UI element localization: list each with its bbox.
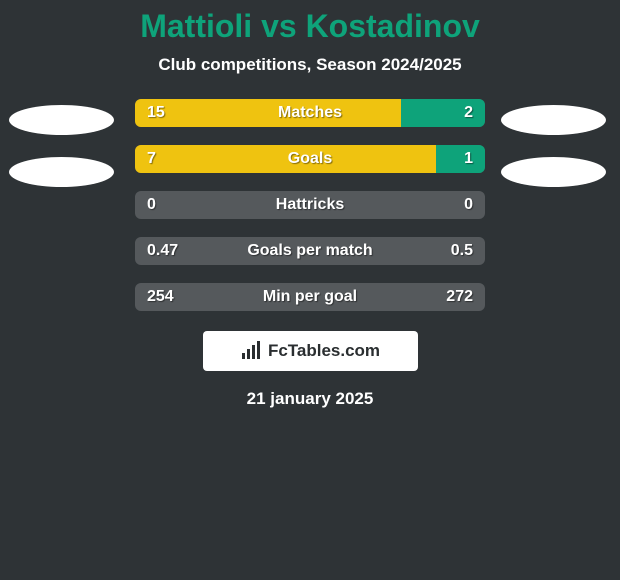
- bar-left-fill: [135, 99, 401, 127]
- stat-left-value: 15: [147, 99, 165, 127]
- stat-label: Matches: [278, 99, 342, 127]
- stat-right-value: 2: [464, 99, 473, 127]
- stat-right-value: 272: [446, 283, 473, 311]
- stat-row: 15 Matches 2: [135, 99, 485, 127]
- stat-label: Goals: [288, 145, 332, 173]
- stat-row: 7 Goals 1: [135, 145, 485, 173]
- page-title: Mattioli vs Kostadinov: [0, 8, 620, 45]
- stat-row: 254 Min per goal 272: [135, 283, 485, 311]
- bar-left-fill: [135, 145, 436, 173]
- bars-icon: [240, 341, 264, 361]
- footer-date: 21 january 2025: [0, 389, 620, 409]
- player-left-ellipse: [9, 105, 114, 135]
- right-player-icons: [501, 99, 611, 187]
- player-right-ellipse: [501, 157, 606, 187]
- bar-right-fill: [436, 145, 485, 173]
- stat-row: 0.47 Goals per match 0.5: [135, 237, 485, 265]
- stat-right-value: 1: [464, 145, 473, 173]
- stat-right-value: 0: [464, 191, 473, 219]
- stat-label: Hattricks: [276, 191, 344, 219]
- stat-left-value: 7: [147, 145, 156, 173]
- stat-bars: 15 Matches 2 7 Goals 1 0 Hattricks 0 0.47 Goals pe…: [135, 99, 485, 311]
- stat-right-value: 0.5: [451, 237, 473, 265]
- stat-left-value: 0: [147, 191, 156, 219]
- stat-left-value: 254: [147, 283, 174, 311]
- brand-badge[interactable]: FcTables.com: [203, 331, 418, 371]
- player-right-ellipse: [501, 105, 606, 135]
- stat-row: 0 Hattricks 0: [135, 191, 485, 219]
- brand-text: FcTables.com: [268, 341, 380, 361]
- stat-left-value: 0.47: [147, 237, 178, 265]
- player-left-ellipse: [9, 157, 114, 187]
- left-player-icons: [9, 99, 119, 187]
- comparison-chart: 15 Matches 2 7 Goals 1 0 Hattricks 0 0.47 Goals pe…: [0, 99, 620, 311]
- stat-label: Goals per match: [247, 237, 372, 265]
- stat-label: Min per goal: [263, 283, 357, 311]
- subtitle: Club competitions, Season 2024/2025: [0, 55, 620, 75]
